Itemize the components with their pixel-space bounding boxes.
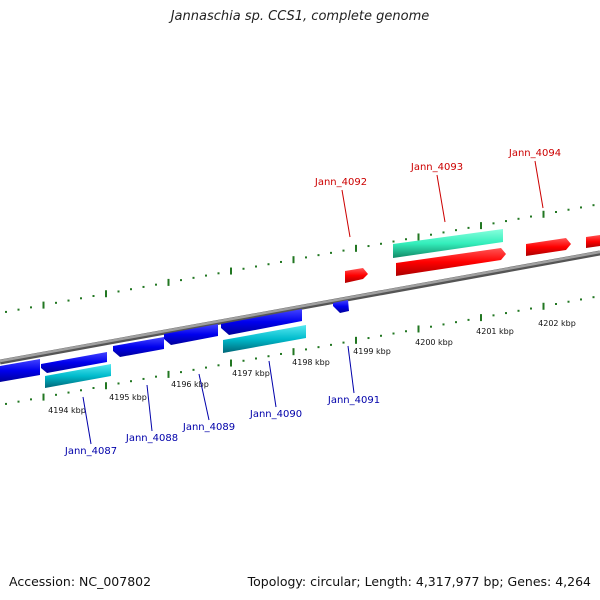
gene-label[interactable]: Jann_4089: [182, 422, 235, 433]
gene-arrow-forward[interactable]: [586, 235, 600, 248]
gene-label[interactable]: Jann_4091: [327, 395, 380, 406]
forward-strand-genes: [345, 229, 600, 283]
reverse-strand-genes: [0, 300, 349, 388]
tick-label: 4200 kbp: [415, 338, 453, 347]
gene-leader-line: [347, 345, 355, 394]
gene-arrow-reverse[interactable]: [113, 337, 164, 357]
gene-leader-line: [198, 373, 210, 421]
gene-leader-line: [268, 360, 277, 408]
cds-reverse[interactable]: [223, 325, 306, 353]
tick-label: 4198 kbp: [292, 358, 330, 367]
accession-text: Accession: NC_007802: [9, 574, 152, 589]
gene-leader-line: [341, 189, 351, 238]
tick-label: 4194 kbp: [48, 406, 86, 415]
gene-arrow-reverse[interactable]: [333, 300, 349, 313]
gene-arrow-forward[interactable]: [345, 268, 368, 283]
gene-arrow-reverse[interactable]: [0, 359, 40, 382]
cds-forward[interactable]: [393, 229, 503, 258]
gene-arrow-reverse[interactable]: [41, 352, 107, 373]
tick-label: 4196 kbp: [171, 380, 209, 389]
gene-leader-line: [534, 160, 544, 209]
topology-text: Topology: circular; Length: 4,317,977 bp…: [247, 574, 591, 589]
tick-label: 4197 kbp: [232, 369, 270, 378]
gene-leader-line: [436, 174, 446, 223]
gene-label[interactable]: Jann_4093: [410, 162, 463, 173]
upper-tick-track: [5, 204, 595, 313]
gene-arrow-reverse[interactable]: [221, 309, 302, 335]
gene-label[interactable]: Jann_4088: [125, 433, 178, 444]
lower-tick-track: [5, 296, 595, 405]
gene-labels: Jann_4087 Jann_4088 Jann_4089 Jann_4090 Jann…: [64, 148, 561, 457]
tick-label: 4201 kbp: [476, 327, 514, 336]
tick-label: 4199 kbp: [353, 347, 391, 356]
tick-label: 4202 kbp: [538, 319, 576, 328]
gene-label[interactable]: Jann_4090: [249, 409, 302, 420]
gene-leader-line: [146, 384, 153, 432]
gene-label[interactable]: Jann_4087: [64, 446, 117, 457]
tick-label: 4195 kbp: [109, 393, 147, 402]
gene-label[interactable]: Jann_4092: [314, 177, 367, 188]
gene-arrow-forward[interactable]: [396, 248, 506, 276]
gene-leader-line: [82, 396, 92, 445]
gene-label[interactable]: Jann_4094: [508, 148, 561, 159]
gene-arrow-reverse[interactable]: [164, 324, 218, 345]
map-title: Jannaschia sp. CCS1, complete genome: [170, 9, 430, 24]
cds-reverse[interactable]: [45, 364, 111, 388]
tick-labels: 4194 kbp 4195 kbp 4196 kbp 4197 kbp 4198 kbp…: [48, 319, 576, 415]
gene-arrow-forward[interactable]: [526, 238, 571, 256]
genome-backbone: [0, 250, 600, 363]
